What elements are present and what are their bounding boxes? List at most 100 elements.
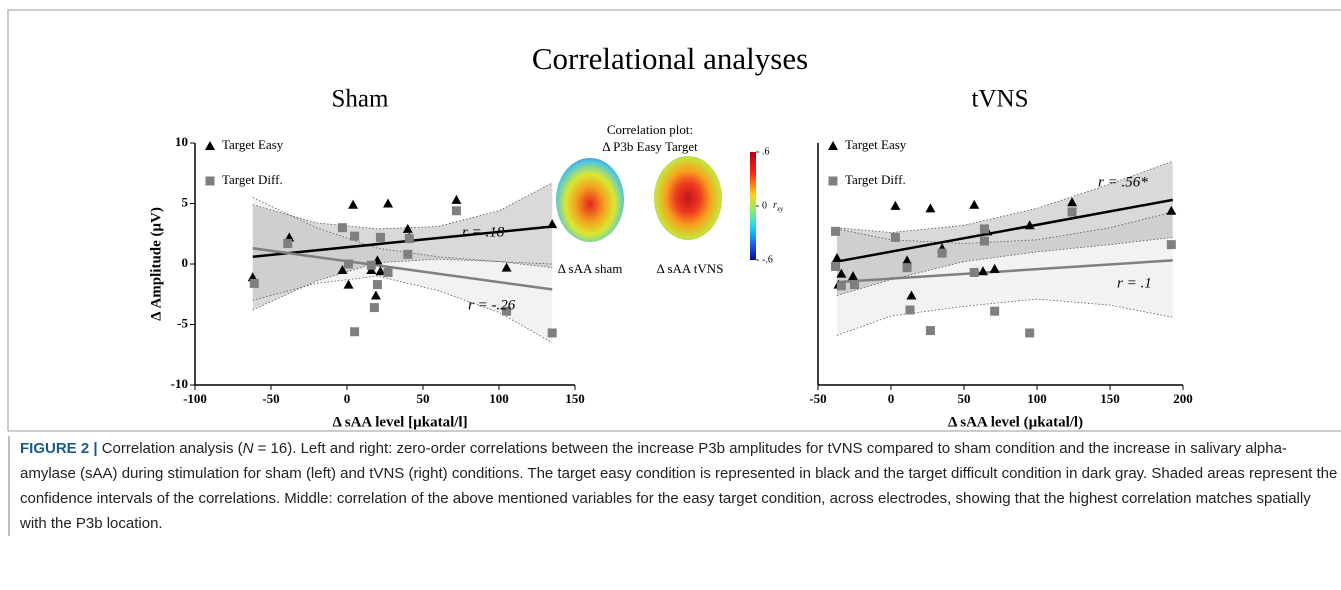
x-tick-label: -50 (809, 391, 826, 406)
x-axis-label: Δ sAA level [µkatal/l] (332, 414, 467, 430)
point (451, 206, 461, 216)
band-edge (836, 160, 1173, 233)
point (937, 248, 947, 258)
point (1025, 328, 1035, 338)
legend-label: Target Diff. (222, 172, 283, 187)
legend-marker (205, 141, 215, 150)
point (370, 290, 381, 300)
point (343, 279, 354, 289)
annotation: r = .18 (462, 224, 505, 240)
legend-label: Target Easy (222, 137, 284, 152)
point (547, 328, 557, 338)
point (1067, 207, 1077, 217)
head-map (654, 156, 722, 240)
point (969, 267, 979, 277)
x-tick-label: 100 (1027, 391, 1047, 406)
annotation: r = .1 (1117, 275, 1152, 291)
point (848, 271, 859, 281)
point (925, 203, 936, 213)
point (890, 232, 900, 242)
point (977, 266, 988, 276)
point (906, 290, 917, 300)
caption-label: FIGURE 2 | (20, 440, 98, 457)
caption-text: = 16). Left and right: zero-order correl… (20, 440, 1338, 532)
point (375, 266, 386, 276)
point (337, 223, 347, 233)
colorbar (750, 152, 756, 260)
chart-title: Sham (332, 86, 390, 113)
point (905, 305, 915, 315)
point (836, 281, 846, 291)
point (1166, 240, 1176, 250)
confidence-band (252, 182, 553, 310)
point (547, 219, 558, 229)
figure-frame (7, 9, 1341, 432)
point (383, 198, 394, 208)
legend-marker (828, 141, 838, 150)
point (902, 263, 912, 273)
point (403, 249, 413, 259)
colorbar-label: 0 (762, 200, 767, 211)
point (383, 267, 393, 277)
point (369, 303, 379, 313)
legend-marker (828, 176, 838, 186)
y-axis-label: Δ Amplitude (μV) (148, 207, 164, 321)
point (366, 260, 376, 270)
x-axis-label: Δ sAA level (µkatal/l) (948, 414, 1083, 430)
x-tick-label: 100 (489, 391, 509, 406)
topomap-title: Δ P3b Easy Target (602, 139, 698, 154)
x-tick-label: 200 (1173, 391, 1193, 406)
colorbar-unit: r (773, 200, 777, 211)
point (337, 265, 348, 275)
annotation: r = .56* (1098, 174, 1148, 190)
point (350, 231, 360, 241)
legend-marker (205, 176, 215, 186)
point (1166, 205, 1177, 215)
confidence-band (836, 211, 1173, 336)
x-tick-label: 150 (1100, 391, 1120, 406)
point (404, 234, 414, 244)
y-tick-label: 5 (182, 194, 189, 209)
point (969, 199, 980, 209)
point (350, 327, 360, 337)
annotation: r = -.26 (468, 297, 516, 313)
caption-text: Correlation analysis ( (101, 440, 243, 457)
point (925, 326, 935, 336)
x-tick-label: -50 (262, 391, 279, 406)
confidence-band (836, 161, 1173, 296)
point (375, 232, 385, 242)
caption: FIGURE 2 | Correlation analysis (N = 16)… (8, 436, 1338, 536)
band-edge (836, 236, 1173, 296)
y-tick-label: 10 (175, 134, 188, 149)
point (283, 238, 293, 248)
point (344, 259, 354, 269)
legend-label: Target Diff. (845, 172, 906, 187)
point (831, 261, 841, 271)
x-tick-label: -100 (183, 391, 207, 406)
point (1067, 197, 1078, 207)
band-edge (836, 211, 1173, 244)
point (402, 223, 413, 233)
legend-label: Target Easy (845, 137, 907, 152)
point (979, 224, 989, 234)
colorbar-unit: xy (776, 205, 784, 213)
point (451, 194, 462, 204)
point (979, 236, 989, 246)
point (990, 306, 1000, 316)
fit-line (252, 247, 553, 291)
point (1024, 220, 1035, 230)
point (836, 268, 847, 278)
point (890, 200, 901, 210)
point (831, 252, 842, 262)
colorbar-unit: rxy (773, 200, 784, 212)
point (902, 255, 913, 265)
y-tick-label: 0 (182, 255, 189, 270)
fit-line (836, 198, 1174, 263)
point (502, 306, 512, 316)
figure-title: Correlational analyses (532, 41, 808, 76)
band-edge (252, 275, 553, 343)
caption-n: N (242, 440, 254, 457)
point (989, 263, 1000, 273)
figure: Correlational analyses Correlation plot:… (7, 9, 1341, 432)
